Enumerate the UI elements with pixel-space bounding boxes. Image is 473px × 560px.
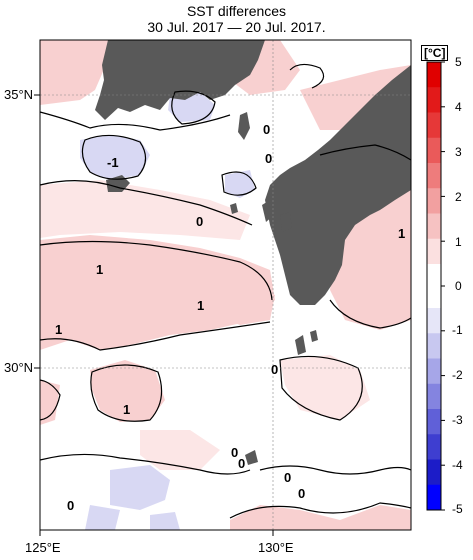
colorbar-tick: 0 [455,279,462,293]
colorbar-tick: 1 [455,235,462,249]
korea-landmass [95,40,265,120]
colorbar-swatch [427,264,441,308]
contour-label: 1 [398,226,406,241]
tsushima-island [238,112,250,140]
lat-label-35n: 35°N [4,87,34,102]
colorbar-swatch [427,137,441,164]
colorbar-swatch [427,87,441,113]
colorbar-swatch [427,308,441,334]
colorbar-unit: [°C] [421,45,449,61]
axis-ticks [34,94,274,536]
colorbar-tick: 3 [455,145,462,159]
graticule [40,40,411,530]
contour-label: 0 [271,362,279,377]
colorbar-tick: 5 [455,55,462,69]
warm-anomaly-regions [40,40,411,530]
map-frame [39,39,412,531]
contour-label: 0 [284,470,292,485]
contour-label: 0 [298,486,306,501]
colorbar-swatch [427,383,441,410]
contour-label: 1 [123,402,131,417]
colorbar-tick: -4 [452,458,463,472]
map-date-range: 30 Jul. 2017 — 20 Jul. 2017. [147,19,326,35]
goto-islands [262,200,274,222]
colorbar [426,61,445,511]
contour-label: 0 [196,214,204,229]
colorbar-tick: -3 [452,413,463,427]
colorbar-tick: -2 [452,368,463,382]
lat-label-30n: 30°N [4,360,34,375]
contour-label: 0 [231,445,239,460]
map-title: SST differences [186,3,287,19]
contour-label: 1 [96,262,104,277]
cold-anomaly-regions [80,92,255,530]
colorbar-swatch [427,213,441,240]
lon-label-125e: 125°E [25,540,61,555]
contour-label: -1 [107,155,119,170]
colorbar-swatch [427,459,441,486]
colorbar-swatch [427,238,441,265]
lon-label-130e: 130°E [258,540,294,555]
contour-label: 1 [55,322,63,337]
colorbar-swatch [427,358,441,385]
colorbar-tick: -1 [452,323,463,337]
land [95,40,411,465]
contour-label: 0 [67,498,75,513]
colorbar-swatch [427,163,441,189]
colorbar-swatch [427,434,441,460]
colorbar-swatch [427,188,441,214]
contour-label: 0 [265,151,273,166]
colorbar-swatch [427,62,441,88]
contour-lines [39,63,412,519]
colorbar-tick: 2 [455,190,462,204]
colorbar-swatch [427,112,441,139]
colorbar-swatch [427,333,441,359]
colorbar-swatch [427,409,441,435]
contour-label: 0 [238,456,246,471]
contour-label: 1 [197,298,205,313]
contour-label: 0 [263,122,271,137]
colorbar-tick: -5 [452,502,463,516]
colorbar-swatch [427,484,441,511]
warm-light-regions [40,180,370,470]
colorbar-tick: 4 [455,100,462,114]
japan-landmass [265,65,411,305]
